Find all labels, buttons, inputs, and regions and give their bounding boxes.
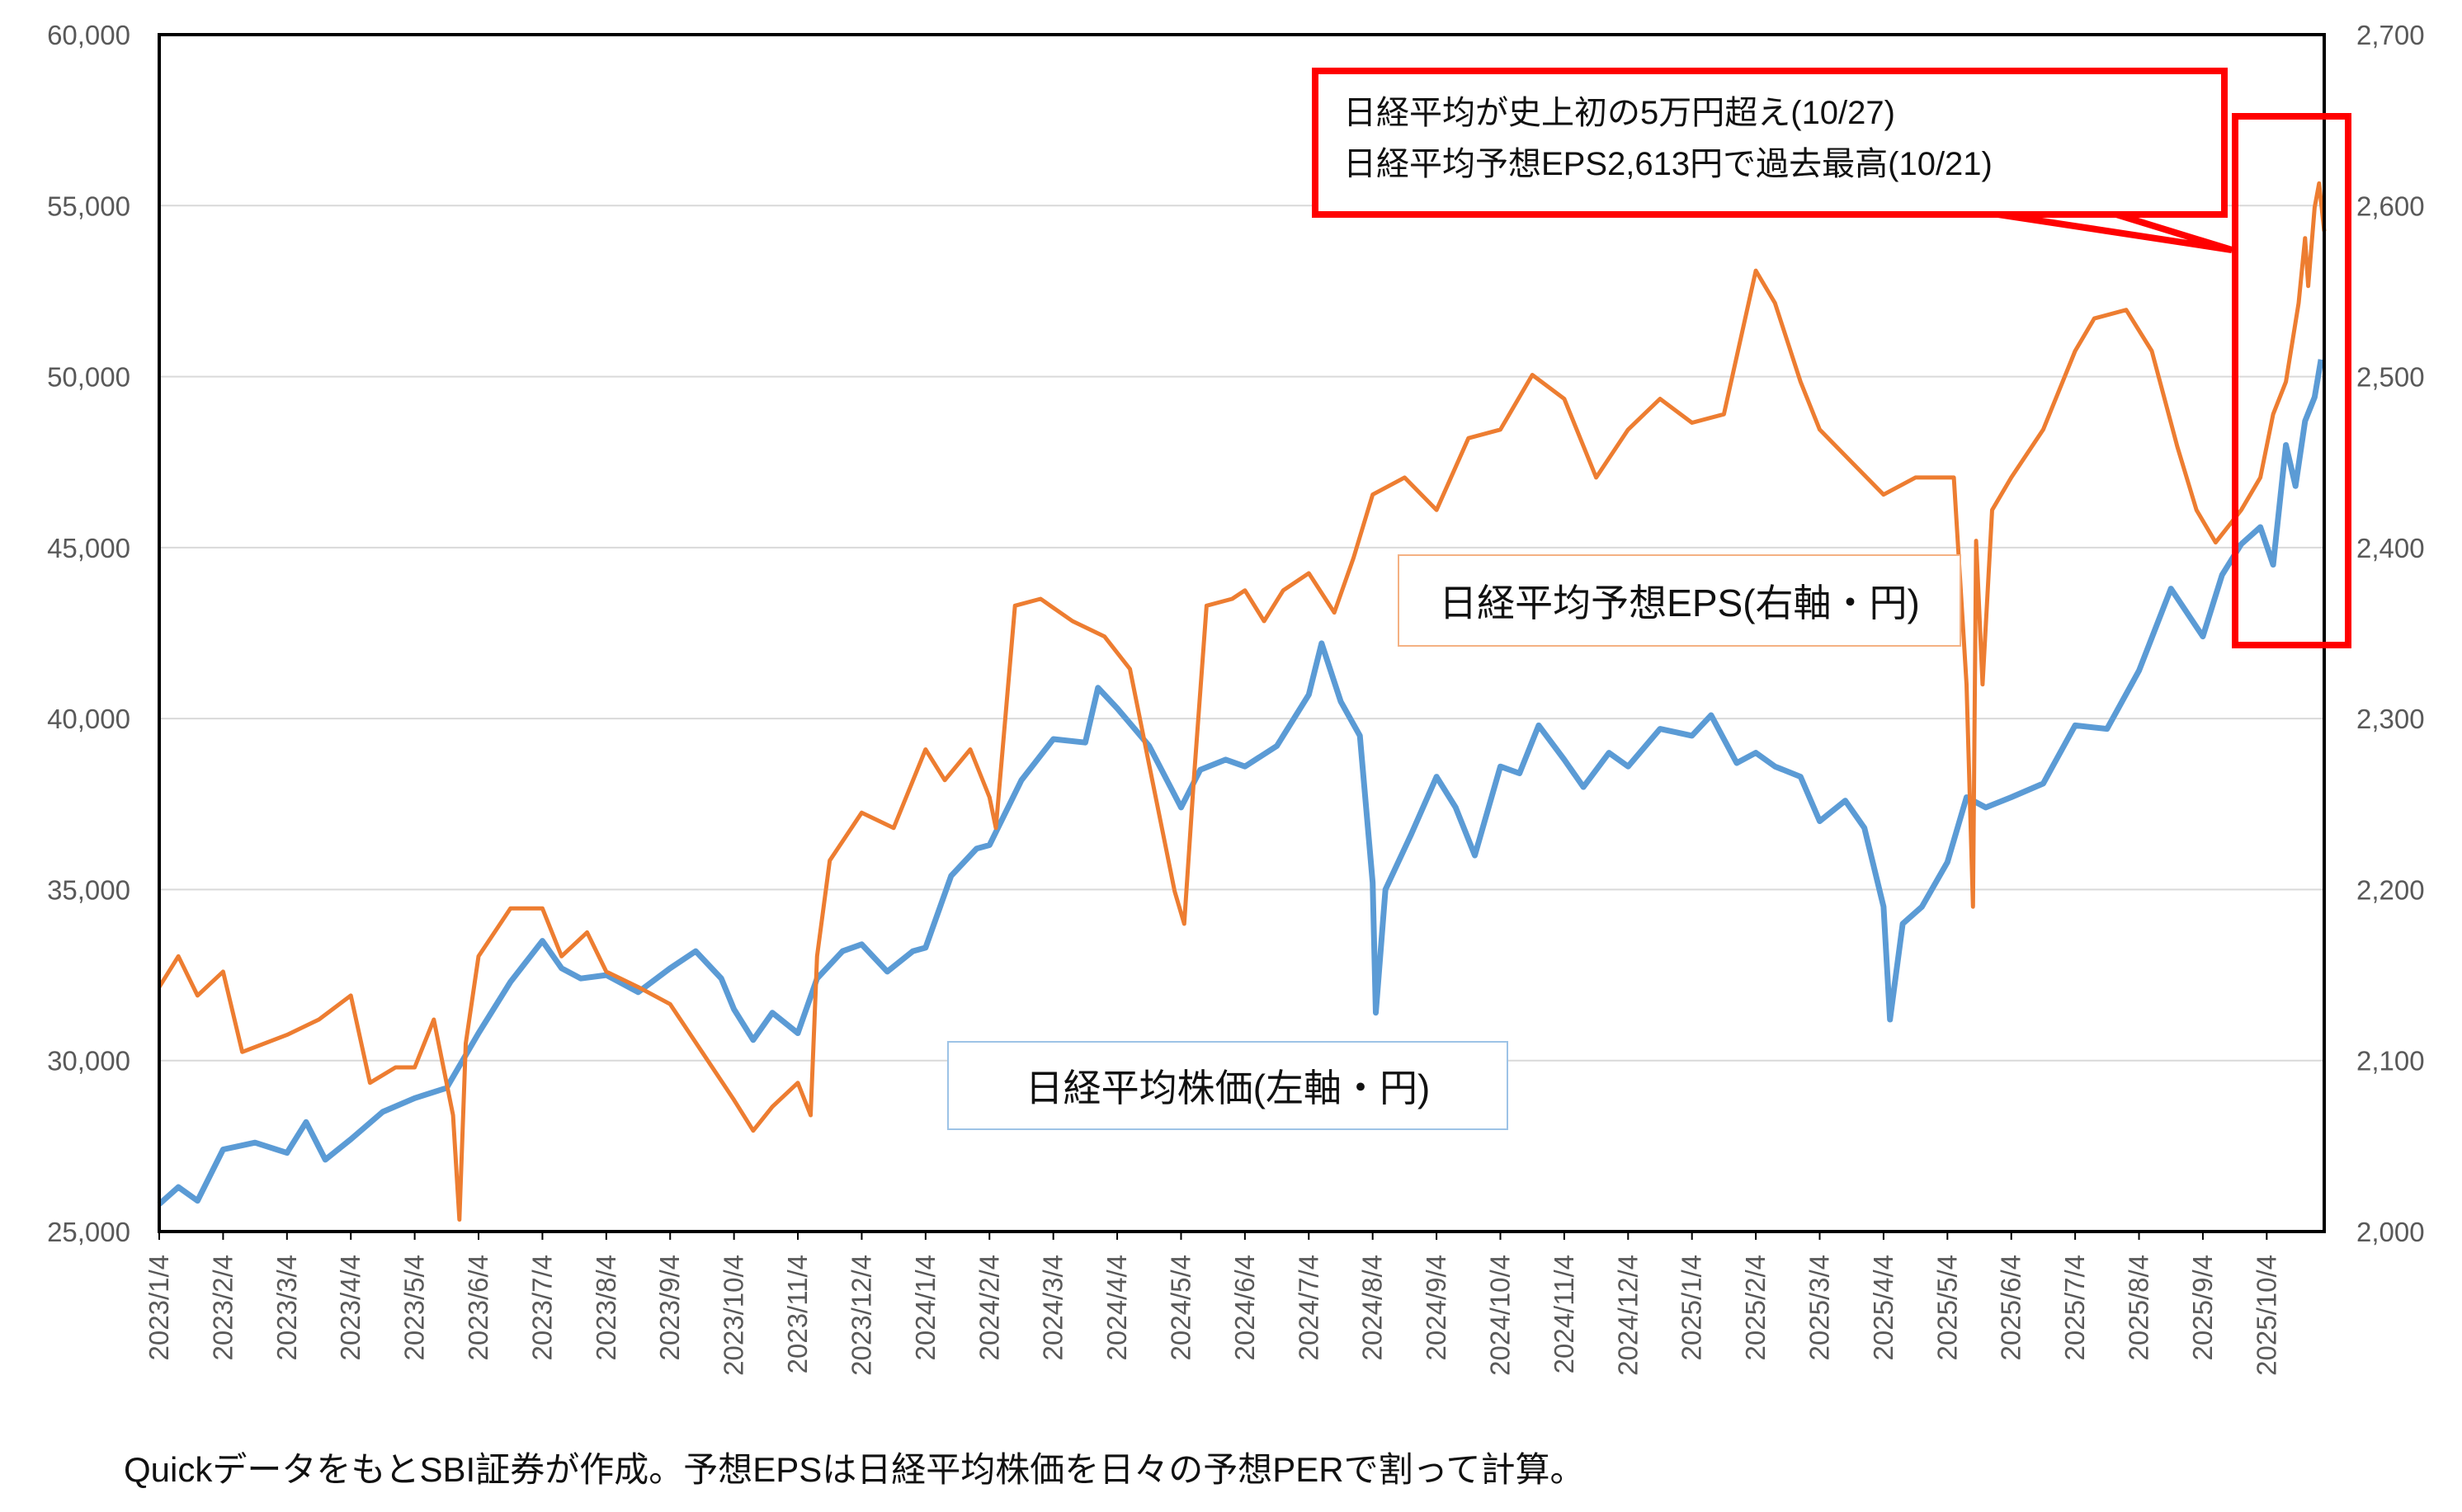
x-tick-label: 2024/5/4 xyxy=(1165,1255,1196,1360)
x-tick-label: 2024/2/4 xyxy=(974,1255,1004,1360)
x-tick-label: 2024/10/4 xyxy=(1484,1255,1515,1376)
left-tick-label: 45,000 xyxy=(47,533,130,563)
x-tick-label: 2023/9/4 xyxy=(654,1255,685,1360)
right-tick-label: 2,100 xyxy=(2356,1046,2425,1076)
x-tick-label: 2023/4/4 xyxy=(335,1255,366,1360)
right-tick-label: 2,500 xyxy=(2356,362,2425,393)
highlight-rectangle xyxy=(2232,113,2351,648)
plot-frame xyxy=(158,33,2326,1233)
x-tick-label: 2024/11/4 xyxy=(1549,1255,1579,1373)
annotation-callout: 日経平均が史上初の5万円超え(10/27) 日経平均予想EPS2,613円で過去… xyxy=(1312,68,2228,218)
right-tick-label: 2,400 xyxy=(2356,533,2425,563)
x-tick-label: 2025/8/4 xyxy=(2124,1255,2154,1360)
annotation-line-1: 日経平均が史上初の5万円超え(10/27) xyxy=(1343,95,1895,131)
x-tick-label: 2023/6/4 xyxy=(463,1255,493,1360)
left-tick-label: 40,000 xyxy=(47,704,130,734)
right-tick-label: 2,600 xyxy=(2356,191,2425,221)
nikkei-series-label: 日経平均株価(左軸・円) xyxy=(947,1041,1508,1130)
x-axis-ticks: 2023/1/4 2023/2/4 2023/3/4 2023/4/4 2023/5/4… xyxy=(144,1232,2281,1376)
left-tick-label: 60,000 xyxy=(47,20,130,50)
right-tick-label: 2,700 xyxy=(2356,20,2425,50)
x-tick-label: 2024/9/4 xyxy=(1421,1255,1451,1360)
x-tick-label: 2024/12/4 xyxy=(1612,1255,1643,1376)
x-tick-label: 2023/11/4 xyxy=(782,1255,813,1373)
x-tick-label: 2024/6/4 xyxy=(1229,1255,1260,1360)
x-tick-label: 2025/6/4 xyxy=(1996,1255,2026,1360)
right-tick-label: 2,000 xyxy=(2356,1217,2425,1247)
x-tick-label: 2025/7/4 xyxy=(2059,1255,2090,1360)
x-tick-label: 2025/5/4 xyxy=(1931,1255,1962,1360)
x-tick-label: 2023/2/4 xyxy=(207,1255,238,1360)
right-tick-label: 2,200 xyxy=(2356,874,2425,905)
x-tick-label: 2023/7/4 xyxy=(526,1255,557,1360)
left-tick-label: 55,000 xyxy=(47,191,130,221)
x-tick-label: 2025/3/4 xyxy=(1804,1255,1835,1360)
x-tick-label: 2023/10/4 xyxy=(719,1255,749,1376)
annotation-line-2: 日経平均予想EPS2,613円で過去最高(10/21) xyxy=(1343,146,1993,182)
x-tick-label: 2025/2/4 xyxy=(1740,1255,1771,1360)
left-tick-label: 35,000 xyxy=(47,874,130,905)
x-tick-label: 2023/1/4 xyxy=(144,1255,174,1360)
x-tick-label: 2025/9/4 xyxy=(2187,1255,2218,1360)
left-tick-label: 50,000 xyxy=(47,362,130,393)
x-tick-label: 2024/3/4 xyxy=(1038,1255,1068,1360)
x-tick-label: 2025/1/4 xyxy=(1677,1255,1707,1360)
x-tick-label: 2025/4/4 xyxy=(1868,1255,1898,1360)
x-tick-label: 2023/5/4 xyxy=(399,1255,430,1360)
x-tick-label: 2025/10/4 xyxy=(2251,1255,2281,1376)
nikkei-price-series-line xyxy=(157,359,2324,1207)
eps-series-line xyxy=(157,181,2327,1222)
x-tick-label: 2024/7/4 xyxy=(1293,1255,1323,1360)
right-tick-label: 2,300 xyxy=(2356,704,2425,734)
x-tick-label: 2024/8/4 xyxy=(1357,1255,1388,1360)
x-tick-label: 2024/4/4 xyxy=(1101,1255,1132,1360)
right-axis-ticks: 2,000 2,100 2,200 2,300 2,400 2,500 2,600 2,700 xyxy=(2356,20,2425,1247)
eps-series-label: 日経平均予想EPS(右軸・円) xyxy=(1398,554,1961,647)
x-tick-label: 2023/12/4 xyxy=(846,1255,876,1376)
left-tick-label: 25,000 xyxy=(47,1217,130,1247)
footnote: QuickデータをもとSBI証券が作成。予想EPSは日経平均株価を日々の予想PE… xyxy=(124,1450,1585,1489)
series-lines xyxy=(157,181,2327,1222)
x-tick-label: 2023/8/4 xyxy=(591,1255,621,1360)
x-tick-label: 2024/1/4 xyxy=(910,1255,941,1360)
left-tick-label: 30,000 xyxy=(47,1046,130,1076)
x-tick-label: 2023/3/4 xyxy=(271,1255,302,1360)
left-axis-ticks: 25,000 30,000 35,000 40,000 45,000 50,000 55,0… xyxy=(47,20,130,1247)
